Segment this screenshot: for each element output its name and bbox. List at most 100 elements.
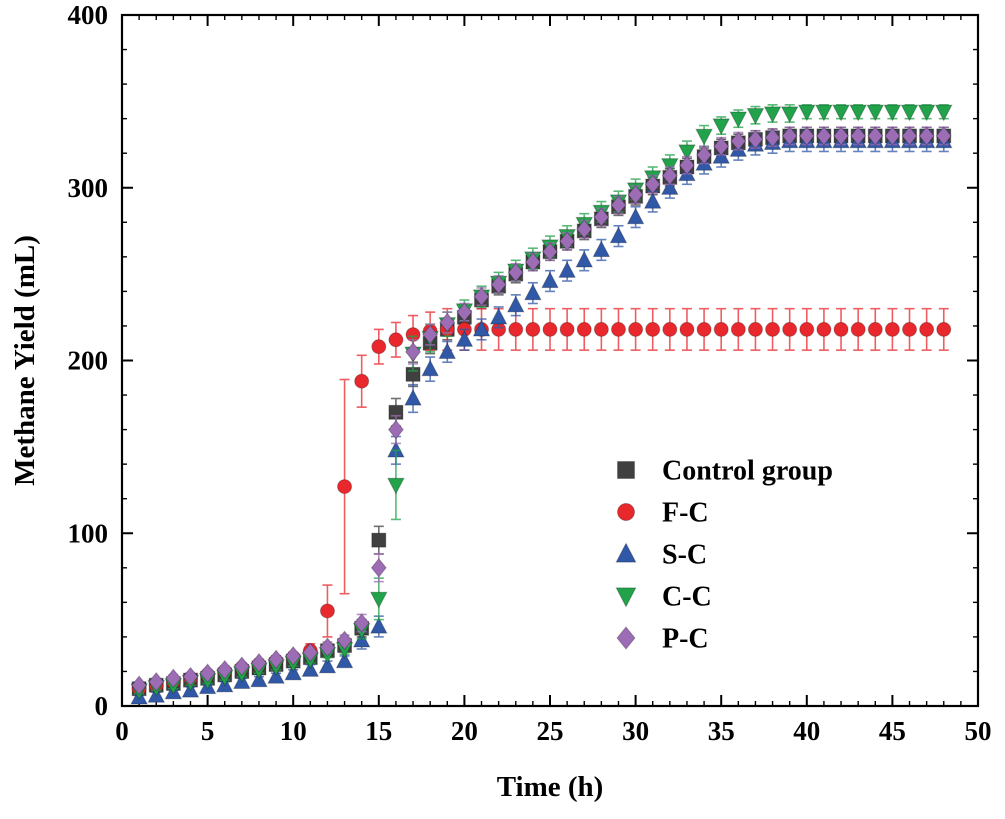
data-point-f-c — [576, 321, 592, 337]
data-point-p-c — [182, 666, 199, 687]
data-point-p-c — [696, 145, 713, 165]
data-point-s-c — [301, 659, 320, 677]
data-point-p-c — [405, 341, 422, 362]
data-point-p-c — [542, 241, 558, 262]
data-point-f-c — [542, 321, 558, 337]
data-point-s-c — [592, 240, 611, 258]
data-point-f-c — [850, 321, 866, 337]
data-point-s-c — [626, 207, 645, 225]
data-point-p-c — [644, 174, 661, 195]
legend-item-control-group: Control group — [617, 456, 833, 487]
x-axis-label: Time (h) — [497, 771, 604, 803]
series-control-group — [131, 126, 952, 697]
data-point-p-c — [918, 126, 935, 146]
plot-frame — [120, 13, 980, 708]
data-point-p-c — [764, 127, 781, 148]
data-point-p-c — [884, 126, 901, 146]
data-point-p-c — [833, 126, 850, 146]
legend-label: F-C — [662, 498, 709, 529]
legend-item-s-c: S-C — [615, 540, 707, 571]
data-point-f-c — [337, 479, 353, 495]
y-tick-label: 0 — [95, 691, 109, 721]
data-point-p-c — [713, 136, 730, 157]
data-point-f-c — [354, 373, 370, 389]
data-point-f-c — [867, 321, 883, 337]
legend-label: C-C — [662, 582, 712, 613]
y-tick-label: 100 — [68, 518, 109, 548]
legend-label: Control group — [662, 456, 833, 487]
data-point-s-c — [318, 656, 337, 674]
data-point-f-c — [919, 321, 935, 337]
data-point-f-c — [730, 321, 746, 337]
p-c-legend-marker-icon — [616, 626, 636, 650]
data-point-f-c — [645, 321, 661, 337]
data-point-c-c — [866, 104, 885, 122]
data-point-p-c — [319, 637, 336, 658]
data-point-f-c — [833, 321, 849, 337]
data-point-f-c — [799, 321, 815, 337]
data-point-f-c — [593, 321, 609, 337]
data-point-p-c — [781, 126, 798, 146]
data-point-p-c — [387, 419, 404, 440]
errorbars-p-c — [134, 126, 949, 690]
legend: Control group F-C S-C C-C P-C — [615, 456, 833, 655]
data-point-p-c — [233, 656, 250, 677]
data-point-p-c — [798, 126, 815, 146]
data-point-p-c — [302, 642, 319, 663]
data-point-p-c — [370, 557, 387, 578]
series-s-c — [130, 129, 953, 705]
data-point-f-c — [782, 321, 798, 337]
data-point-p-c — [216, 659, 233, 680]
data-point-p-c — [131, 675, 148, 696]
x-tick-label: 5 — [201, 716, 215, 746]
data-point-f-c — [936, 321, 952, 337]
data-point-s-c — [558, 260, 576, 278]
series-c-c — [130, 104, 953, 701]
data-point-p-c — [353, 613, 370, 633]
data-point-f-c — [371, 339, 387, 355]
data-point-f-c — [679, 321, 695, 337]
y-axis: 0 100 200 300 400 — [68, 0, 978, 721]
data-point-s-c — [660, 177, 679, 195]
data-point-p-c — [747, 129, 764, 150]
s-c-legend-marker-icon — [615, 542, 637, 563]
data-point-s-c — [250, 670, 268, 688]
series-p-c — [131, 126, 952, 696]
f-c-legend-marker-icon — [617, 503, 635, 521]
data-point-p-c — [456, 302, 473, 323]
data-point-p-c — [165, 668, 182, 689]
data-point-c-c — [883, 104, 902, 122]
data-point-s-c — [404, 388, 422, 406]
data-point-c-c — [695, 128, 713, 146]
data-point-f-c — [696, 321, 712, 337]
x-tick-label: 15 — [365, 716, 392, 746]
data-point-p-c — [422, 324, 439, 345]
data-point-p-c — [268, 649, 285, 670]
data-point-s-c — [267, 666, 285, 684]
data-point-p-c — [576, 219, 593, 240]
data-point-s-c — [421, 359, 440, 377]
c-c-legend-marker-icon — [615, 587, 637, 608]
data-point-p-c — [730, 131, 747, 152]
x-axis: 0 5 10 15 20 25 30 35 40 45 50 — [115, 15, 992, 746]
data-point-f-c — [747, 321, 763, 337]
data-point-c-c — [678, 144, 696, 162]
data-point-c-c — [849, 104, 868, 122]
data-point-c-c — [815, 104, 833, 122]
data-point-p-c — [815, 126, 832, 146]
legend-label: P-C — [662, 624, 709, 655]
legend-item-p-c: P-C — [616, 624, 709, 655]
data-point-p-c — [559, 231, 576, 252]
data-point-p-c — [490, 274, 507, 295]
data-point-p-c — [524, 252, 541, 272]
data-point-f-c — [884, 321, 900, 337]
data-point-f-c — [610, 321, 626, 337]
y-axis-label: Methane Yield (mL) — [9, 235, 41, 486]
data-point-p-c — [901, 126, 918, 146]
data-point-p-c — [285, 646, 302, 666]
data-point-s-c — [369, 616, 388, 634]
x-tick-label: 25 — [537, 716, 564, 746]
legend-label: S-C — [662, 540, 707, 571]
data-point-c-c — [712, 118, 731, 136]
